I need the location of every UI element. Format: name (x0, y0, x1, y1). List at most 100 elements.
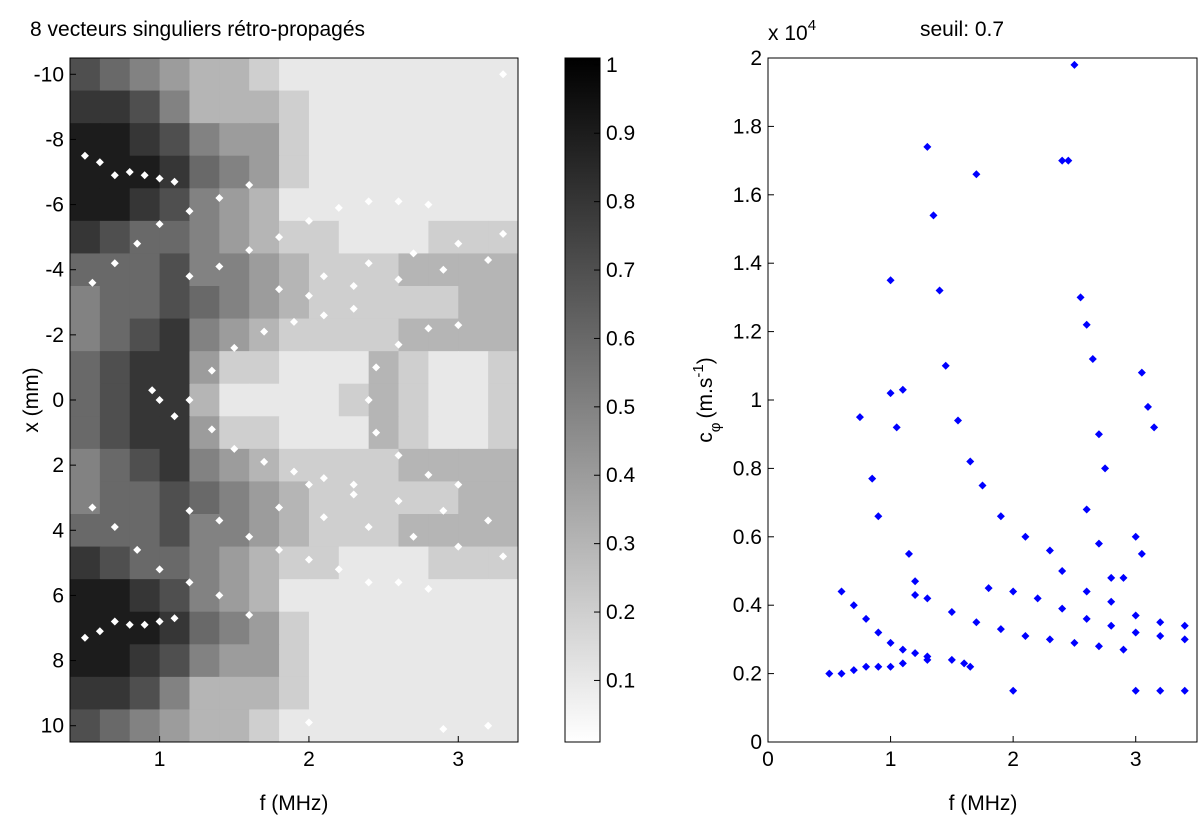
heatmap-cell (428, 123, 459, 157)
heatmap-cell (99, 318, 131, 352)
heatmap-cell (99, 123, 131, 157)
heatmap-cell (398, 188, 429, 222)
heatmap-cell (428, 546, 459, 580)
heatmap-cell (428, 58, 459, 92)
heatmap-cell (368, 709, 400, 742)
scatter-point (996, 512, 1005, 521)
heatmap-cell (368, 318, 400, 352)
heatmap-cell (488, 351, 518, 385)
y-tick-label: 2 (52, 454, 64, 477)
heatmap-cell (219, 123, 250, 157)
scatter-point (978, 481, 987, 490)
y-tick-label: 0.8 (733, 457, 762, 480)
scatter-point (1180, 686, 1189, 695)
scatter-point (966, 662, 975, 671)
heatmap-cell (249, 383, 280, 417)
exponent-label: x 104 (768, 17, 816, 45)
scatter-point (1088, 354, 1097, 363)
y-tick-label: 1 (750, 389, 762, 412)
heatmap-cell (189, 188, 220, 222)
scatter-point (972, 618, 981, 627)
scatter-point (972, 170, 981, 179)
heatmap-cell (189, 546, 220, 580)
heatmap-cell (189, 220, 220, 254)
heatmap-cell (159, 644, 190, 678)
colorbar-tick-label: 1 (606, 54, 618, 77)
heatmap-cell (458, 481, 489, 515)
y-tick-label: 6 (52, 584, 64, 607)
track-point (155, 565, 164, 574)
heatmap-cell (488, 546, 518, 580)
heatmap-cell (219, 676, 250, 710)
heatmap-cell (70, 220, 101, 254)
heatmap-cell (458, 90, 489, 124)
heatmap-cell (458, 644, 489, 678)
heatmap-cell (159, 90, 190, 124)
heatmap-cell (99, 253, 131, 287)
heatmap-cell (338, 318, 370, 352)
scatter-point (874, 662, 883, 671)
scatter-point (911, 649, 920, 658)
colorbar-tick-label: 0.4 (606, 464, 636, 487)
heatmap-cell (458, 351, 489, 385)
heatmap-cell (338, 58, 370, 92)
scatter-point (1021, 631, 1030, 640)
heatmap-cell (308, 579, 340, 613)
heatmap-cell (279, 253, 310, 287)
heatmap-cell (129, 123, 161, 157)
heatmap-cell (279, 155, 310, 189)
track-point (148, 386, 157, 395)
heatmap-cell (279, 286, 310, 320)
heatmap-cell (458, 123, 489, 157)
heatmap-cell (249, 611, 280, 645)
heatmap-cell (219, 90, 250, 124)
track-point (394, 340, 403, 349)
heatmap-cell (249, 123, 280, 157)
heatmap-cell (129, 514, 161, 548)
scatter-point (1180, 621, 1189, 630)
heatmap-cell (398, 611, 429, 645)
track-point (364, 578, 373, 587)
heatmap-cell (488, 318, 518, 352)
heatmap-cell (129, 286, 161, 320)
heatmap-cell (249, 546, 280, 580)
track-point (454, 239, 463, 248)
heatmap-cell (308, 90, 340, 124)
heatmap-cell (308, 383, 340, 417)
scatter-point (1082, 614, 1091, 623)
track-point (349, 490, 358, 499)
heatmap-cell (488, 90, 518, 124)
heatmap-cell (488, 416, 518, 450)
heatmap-cell (338, 351, 370, 385)
heatmap-cell (488, 611, 518, 645)
track-point (364, 396, 373, 404)
ylabel-subscript: φ (707, 422, 724, 432)
scatter-point (886, 276, 895, 285)
scatter-point (1119, 573, 1128, 582)
scatter-point (1131, 628, 1140, 637)
track-point (110, 171, 119, 180)
scatter-point (923, 594, 932, 603)
heatmap-cell (338, 253, 370, 287)
heatmap-cell (129, 546, 161, 580)
heatmap-cell (279, 188, 310, 222)
scatter-point (1076, 293, 1085, 302)
heatmap-cell (279, 676, 310, 710)
chart-title: 8 vecteurs singuliers rétro-propagés (30, 18, 365, 41)
track-point (349, 282, 358, 290)
ylabel-unit-close: ) (694, 357, 717, 364)
heatmap-cell (368, 383, 400, 417)
track-point (394, 275, 403, 284)
scatter-point (862, 614, 871, 623)
track-point (88, 278, 97, 287)
heatmap-cell (488, 188, 518, 222)
heatmap-cell (488, 383, 518, 417)
heatmap-cell (338, 514, 370, 548)
track-point (275, 545, 284, 554)
heatmap-cell (129, 220, 161, 254)
heatmap-cell (398, 90, 429, 124)
heatmap-cell (70, 546, 101, 580)
heatmap-cell (338, 155, 370, 189)
track-point (260, 457, 269, 466)
y-tick-label: -4 (45, 259, 64, 282)
